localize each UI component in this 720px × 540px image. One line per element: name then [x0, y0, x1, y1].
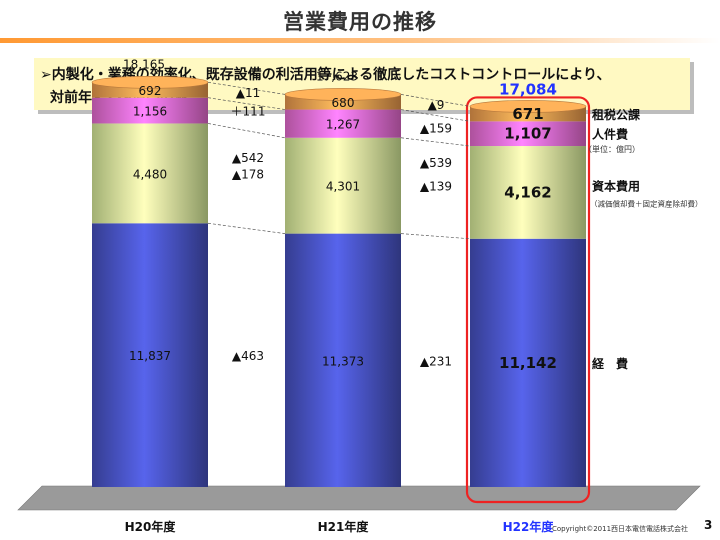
total-change-label: ▲542: [232, 151, 264, 165]
segment-value-label: 11,837: [129, 349, 171, 363]
total-value-label: 17,084: [499, 80, 557, 98]
connector-line: [400, 233, 471, 240]
bar-segment: [470, 238, 586, 487]
bar-segment: [285, 137, 401, 234]
total-change-label: ▲539: [420, 156, 452, 170]
connector-line: [207, 123, 286, 139]
connector-line: [400, 94, 471, 107]
bar-segment: [92, 97, 208, 124]
bar-segment: [285, 233, 401, 487]
highlight-frame: [465, 96, 591, 504]
connector-line: [207, 97, 286, 110]
legend-label: 租税公課: [592, 107, 641, 122]
change-label: ▲231: [420, 354, 452, 368]
total-value-label: 17,623: [316, 69, 358, 83]
change-label: ▲159: [420, 122, 452, 136]
legend-label: 経 費: [592, 356, 628, 371]
x-tick-label: H20年度: [125, 519, 177, 534]
legend-label: 資本費用: [592, 178, 640, 193]
connector-line: [400, 109, 471, 122]
segment-value-label: 1,156: [133, 105, 167, 119]
change-label: ▲178: [232, 167, 264, 181]
change-label: ▲9: [428, 98, 445, 112]
segment-value-label: 1,107: [504, 125, 551, 143]
change-label: ▲139: [420, 180, 452, 194]
copyright-text: Copyright©2011西日本電信電話株式会社: [552, 525, 689, 533]
connector-line: [400, 137, 471, 147]
change-label: ▲463: [232, 349, 264, 363]
page-number: 3: [704, 518, 713, 532]
page-title: 営業費用の推移: [283, 10, 437, 34]
change-label: ＋111: [231, 105, 266, 119]
unit-note: （単位：億円）: [584, 144, 640, 154]
x-tick-label: H22年度: [503, 519, 555, 534]
total-value-label: 18,165: [123, 57, 165, 71]
segment-value-label: 4,162: [504, 183, 551, 201]
segment-value-label: 11,142: [499, 354, 557, 372]
chart-floor: [17, 485, 701, 511]
connector-line: [207, 222, 286, 234]
title-underline: [0, 38, 720, 43]
segment-value-label: 671: [512, 105, 543, 123]
segment-value-label: 4,301: [326, 180, 360, 194]
x-tick-label: H21年度: [318, 519, 370, 534]
bar-segment: [470, 146, 586, 239]
segment-value-label: 680: [332, 96, 355, 110]
connector-line: [207, 81, 286, 95]
legend-label: 人件費: [592, 127, 628, 142]
bar-segment: [92, 223, 208, 487]
legend-sublabel: （減価償却費＋固定資産除却費）: [590, 198, 703, 208]
segment-value-label: 11,373: [322, 354, 364, 368]
bar-segment: [285, 109, 401, 138]
bar-segment: [470, 121, 586, 147]
segment-value-label: 692: [139, 84, 162, 98]
bar-segment: [92, 123, 208, 224]
change-label: ▲11: [236, 86, 261, 100]
segment-value-label: 4,480: [133, 167, 167, 181]
segment-value-label: 1,267: [326, 118, 360, 132]
